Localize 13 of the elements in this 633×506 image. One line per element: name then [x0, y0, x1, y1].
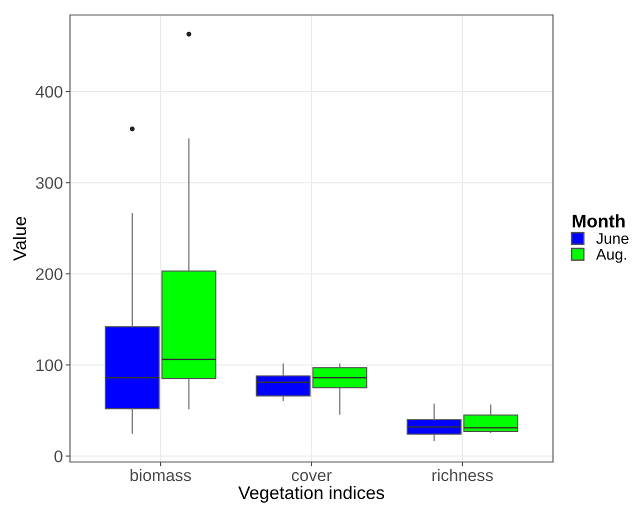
y-axis-title: Value — [12, 216, 26, 261]
legend-label: June — [596, 233, 628, 244]
y-tick-label: 300 — [36, 177, 62, 189]
x-tick-label: richness — [432, 468, 493, 482]
y-tick-label: 100 — [36, 359, 62, 372]
y-tick-label: 200 — [36, 268, 62, 280]
y-tick-label: 400 — [36, 86, 62, 98]
y-tick-label: 0 — [54, 450, 62, 462]
x-axis-title: Vegetation indices — [238, 486, 384, 503]
legend-label: Aug. — [596, 249, 626, 263]
x-tick-label: cover — [292, 472, 332, 482]
legend-title: Month — [572, 214, 625, 228]
x-tick-label: biomass — [130, 468, 191, 482]
